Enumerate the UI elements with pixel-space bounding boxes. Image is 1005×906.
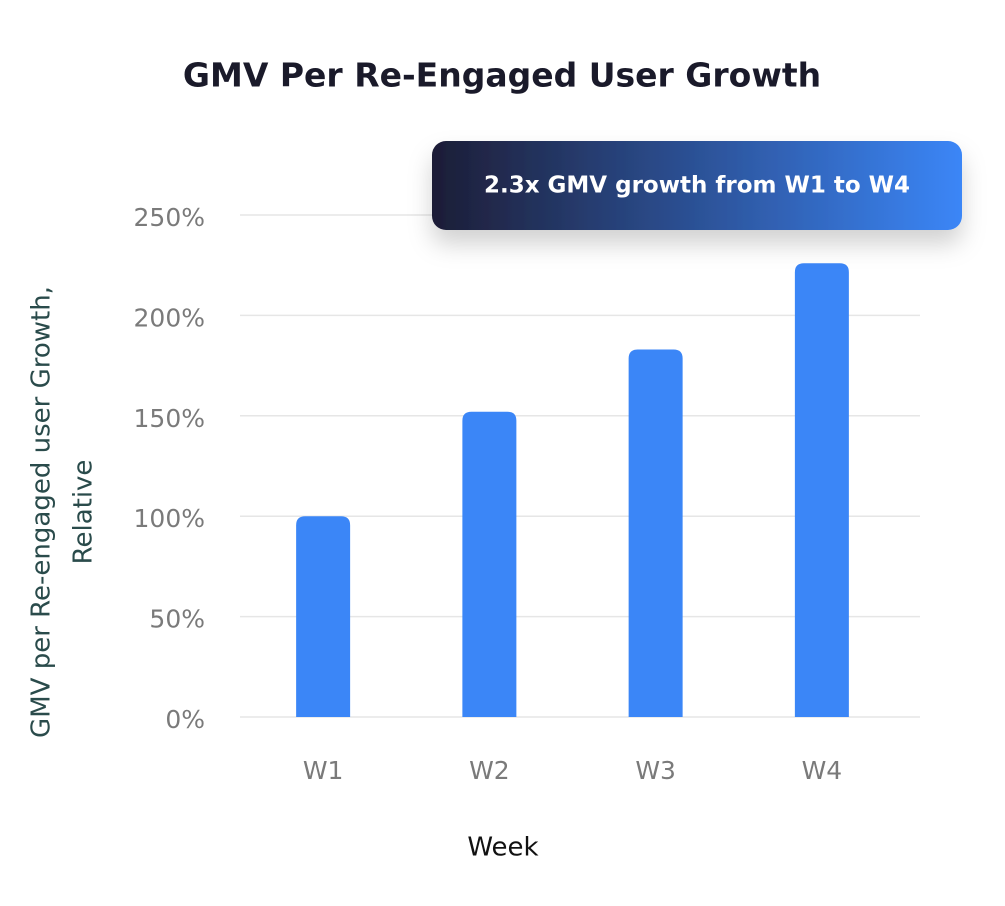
- bar: [296, 516, 351, 717]
- y-axis-label-line: GMV per Re-engaged user Growth,: [27, 286, 57, 738]
- x-tick-label: W2: [469, 756, 510, 785]
- annotation-box: [432, 141, 962, 230]
- y-tick-label: 250%: [134, 203, 205, 232]
- bar: [794, 263, 849, 717]
- bar: [628, 349, 683, 717]
- y-axis-label-line: Relative: [69, 460, 99, 565]
- y-axis-label: GMV per Re-engaged user Growth, Relative: [27, 286, 99, 738]
- y-tick-label: 150%: [134, 404, 205, 433]
- x-axis-label: Week: [467, 833, 538, 863]
- bar: [462, 411, 517, 717]
- x-tick-label: W1: [303, 756, 344, 785]
- y-tick-label: 100%: [134, 504, 205, 533]
- chart-title: GMV Per Re-Engaged User Growth: [183, 56, 821, 95]
- y-tick-label: 50%: [149, 605, 205, 634]
- x-tick-label: W3: [635, 756, 676, 785]
- plot-area: 0% 50% 100% 150% 200% 250% W1 W2 W3 W4: [134, 203, 920, 785]
- annotation: 2.3x GMV growth from W1 to W4: [484, 173, 910, 199]
- y-tick-label: 200%: [134, 303, 205, 332]
- x-tick-label: W4: [802, 756, 843, 785]
- y-tick-label: 0%: [165, 705, 205, 734]
